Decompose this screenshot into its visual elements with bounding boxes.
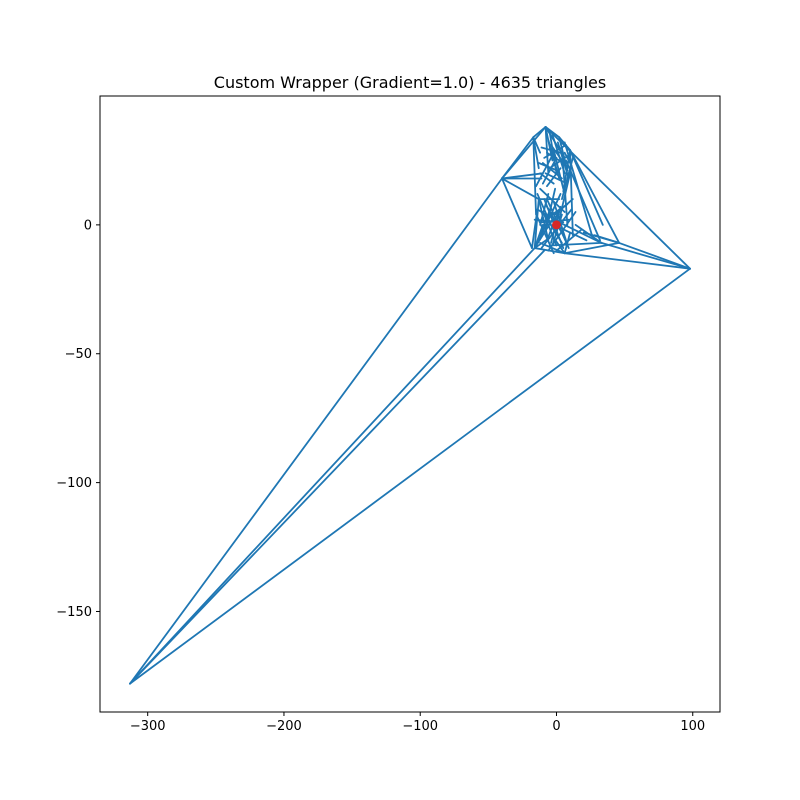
mesh-edge [537, 162, 559, 172]
mesh-edge [548, 131, 558, 175]
mesh-edge [532, 126, 547, 139]
y-axis: 0 −50 −100 −150 [56, 218, 100, 620]
y-tick-label: 0 [84, 218, 92, 233]
mesh-edge [556, 141, 570, 180]
mesh-edge [561, 156, 574, 200]
chart-title: Custom Wrapper (Gradient=1.0) - 4635 tri… [214, 73, 606, 92]
mesh-edge [569, 149, 621, 244]
x-tick-label: −100 [402, 719, 438, 734]
y-tick-label: −100 [56, 476, 92, 491]
mesh-edge [531, 208, 539, 249]
x-tick-label: −300 [130, 719, 166, 734]
mesh-edge [501, 172, 544, 180]
mesh-edge [129, 177, 503, 685]
mesh-edge [539, 187, 566, 213]
mesh-edge [569, 149, 604, 226]
mesh-edge [535, 154, 554, 188]
mesh-edge [129, 249, 546, 685]
mesh-edge [544, 172, 569, 185]
x-tick-label: 100 [680, 719, 705, 734]
mesh-edge [555, 229, 582, 252]
mesh-edge [554, 198, 574, 216]
mesh-edge [501, 177, 533, 249]
mesh-edge [563, 151, 573, 167]
mesh-edge [533, 247, 566, 255]
mesh-edge [546, 167, 562, 188]
mesh-edge [533, 218, 554, 249]
mesh-edge [532, 136, 542, 154]
plot-area-frame [99, 95, 721, 713]
y-tick-label: −50 [65, 347, 92, 362]
x-axis: −300 −200 −100 0 100 [130, 712, 705, 734]
marker-layer [551, 220, 561, 230]
mesh-edge [563, 242, 621, 255]
center-point [551, 220, 561, 230]
mesh-edge [129, 247, 536, 685]
mesh-edge [537, 193, 562, 242]
mesh-edge [593, 234, 621, 244]
mesh-edge [600, 242, 691, 270]
mesh-edge [536, 216, 555, 255]
mesh-layer [129, 126, 691, 685]
x-tick-label: −200 [266, 719, 302, 734]
mesh-edge [544, 126, 561, 139]
mesh-edge [563, 252, 691, 270]
mesh-edge [501, 136, 535, 180]
x-tick-label: 0 [552, 719, 560, 734]
mesh-edge [543, 144, 567, 159]
mesh-edge [501, 177, 540, 200]
mesh-edge [565, 159, 601, 242]
mesh-edge [552, 218, 603, 244]
y-tick-label: −150 [56, 605, 92, 620]
mesh-edge [533, 198, 540, 249]
mesh-edge [551, 133, 566, 175]
mesh-edge [574, 223, 603, 244]
mesh-edge [558, 172, 572, 221]
mesh-edge [532, 136, 537, 216]
mesh-edge [129, 267, 691, 685]
